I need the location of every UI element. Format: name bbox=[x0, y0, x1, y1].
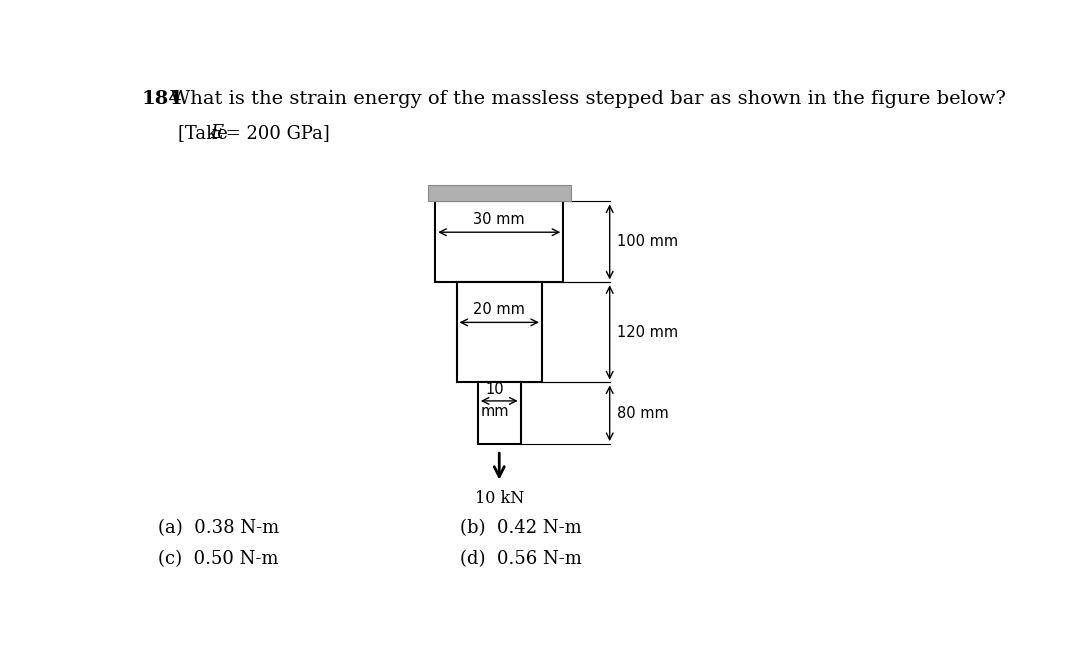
Text: 10: 10 bbox=[486, 382, 504, 397]
Text: E: E bbox=[211, 125, 224, 143]
Text: (c)  0.50 N-m: (c) 0.50 N-m bbox=[159, 550, 279, 568]
Text: 30 mm: 30 mm bbox=[473, 212, 525, 227]
Text: 10 kN: 10 kN bbox=[474, 490, 524, 507]
Text: What is the strain energy of the massless stepped bar as shown in the figure bel: What is the strain energy of the massles… bbox=[164, 90, 1007, 108]
Bar bbox=[457, 282, 542, 382]
Text: = 200 GPa]: = 200 GPa] bbox=[220, 125, 330, 143]
Text: (b)  0.42 N-m: (b) 0.42 N-m bbox=[460, 519, 582, 537]
Text: 80 mm: 80 mm bbox=[618, 406, 670, 421]
Text: 20 mm: 20 mm bbox=[473, 302, 525, 317]
Text: 100 mm: 100 mm bbox=[618, 234, 678, 249]
Text: (d)  0.56 N-m: (d) 0.56 N-m bbox=[460, 550, 582, 568]
Bar bbox=[478, 382, 521, 444]
Text: [Take: [Take bbox=[177, 125, 233, 143]
Bar bbox=[428, 185, 571, 202]
Text: mm: mm bbox=[481, 404, 510, 419]
Text: (a)  0.38 N-m: (a) 0.38 N-m bbox=[159, 519, 280, 537]
Bar bbox=[435, 202, 563, 282]
Text: 120 mm: 120 mm bbox=[618, 325, 678, 340]
Text: 184: 184 bbox=[141, 90, 181, 108]
